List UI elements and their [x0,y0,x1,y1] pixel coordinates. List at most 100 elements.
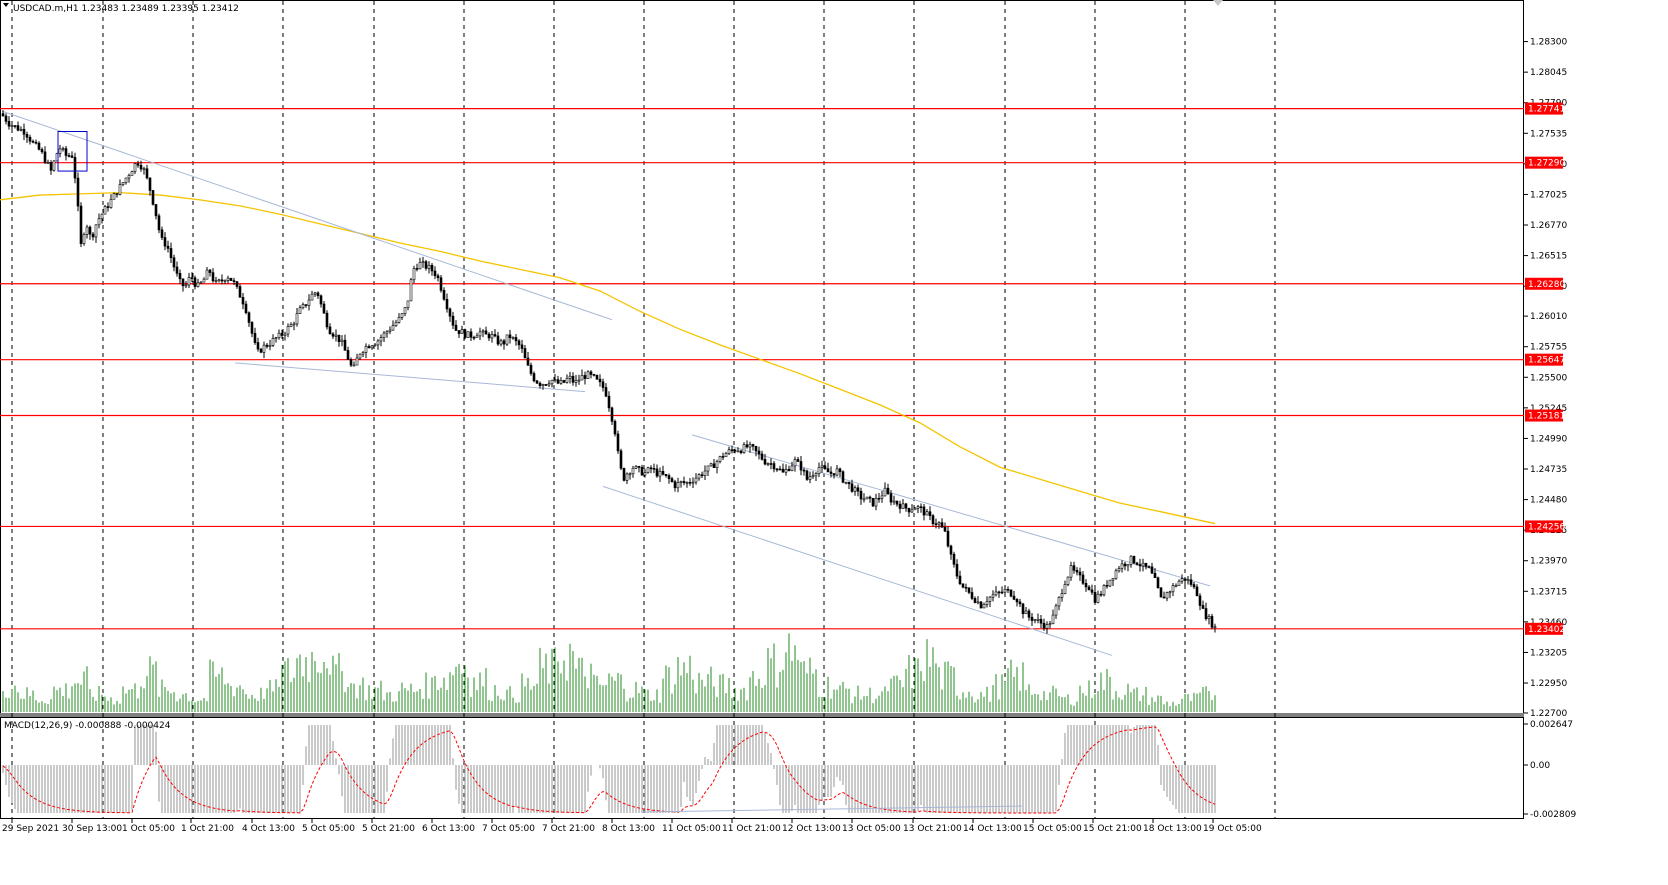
candle-body [775,468,779,471]
dropdown-triangle-icon[interactable] [3,3,9,7]
level-price-box [1525,353,1563,366]
candle-body [634,466,638,469]
candle-body [151,190,155,205]
candle-body [946,530,950,547]
candle-body [694,477,698,483]
candle-body [739,450,743,453]
candle-body [1114,570,1118,579]
candle-body [886,487,890,494]
candle-body [1027,610,1031,618]
candle-body [1126,564,1130,567]
candle-body [925,511,929,516]
candle-body [1063,584,1067,594]
candle-body [862,498,866,501]
candle-body [580,375,584,381]
candle-body [208,269,212,273]
candle-body [139,164,143,170]
candle-body [706,465,710,472]
ma-line [0,191,1216,525]
candle-body [196,282,200,287]
price-label: 1.26010 [1530,312,1567,322]
candle-body [238,286,242,298]
trend-line [691,434,1211,587]
candle-body [184,284,188,287]
candle-body [370,345,374,349]
horizontal-levels [0,107,1524,630]
time-label: 5 Oct 21:00 [362,824,415,834]
candle-body [193,277,197,287]
price-label: 1.27535 [1530,129,1567,139]
candle-body [235,281,239,287]
level-price-box [1525,520,1563,533]
candle-body [175,266,179,274]
candle-body [28,136,32,142]
candle-body [805,470,809,480]
chart-shift-icon[interactable] [1213,0,1223,6]
candle-body [307,299,311,306]
candle-body [1039,619,1043,624]
price-label: 1.25500 [1530,373,1567,383]
candle-body [289,324,293,327]
candle-body [1036,619,1040,621]
candle-body [286,326,290,335]
candle-body [40,149,44,153]
candle-body [466,331,470,338]
candle-body [733,449,737,452]
candle-body [7,121,11,127]
candle-body [601,381,605,388]
candle-body [985,601,989,605]
macd-axis-label: 0.002647 [1530,720,1573,730]
candle-body [490,334,494,339]
time-label: 4 Oct 13:00 [242,824,295,834]
candle-body [982,604,986,609]
candle-body [871,497,875,507]
macd-axis-label: -0.002809 [1530,810,1576,820]
candle-body [760,453,764,460]
price-label: 1.24480 [1530,496,1567,506]
candle-body [1006,588,1010,591]
candle-body [13,125,17,127]
candle-body [922,506,926,516]
candle-body [265,344,269,347]
candle-body [145,168,149,179]
candle-body [79,205,83,244]
candle-body [751,444,755,447]
candle-body [1015,599,1019,603]
candle-body [412,268,416,281]
candle-body [931,515,935,525]
candle-body [349,359,353,366]
candle-body [346,350,350,360]
candle-body [742,444,746,453]
candle-body [1018,601,1022,605]
candle-body [772,463,776,470]
candle-body [643,472,647,476]
candle-body [574,380,578,383]
level-price-label: 1.25647 [1528,356,1565,366]
price-label: 1.26770 [1530,221,1567,231]
candle-body [358,353,362,359]
candle-body [832,473,836,476]
candle-body [1111,578,1115,581]
candle-body [703,470,707,476]
candle-body [568,375,572,379]
level-price-label: 1.27290 [1528,159,1565,169]
price-label: 1.24990 [1530,434,1567,444]
macd-axis: 0.002647 0.00 -0.002809 [1524,720,1576,820]
candle-body [82,234,86,244]
candle-body [544,384,548,386]
candle-body [532,373,536,382]
candle-body [1021,603,1025,615]
level-price-box [1525,622,1563,635]
candle-body [46,162,50,164]
candle-body [85,226,89,235]
candle-body [736,450,740,453]
candle-body [94,224,98,238]
candle-body [856,487,860,492]
candle-body [316,292,320,297]
candle-body [640,467,644,476]
candle-body [868,496,872,499]
time-label: 30 Sep 13:00 [62,824,122,834]
candle-body [481,330,485,333]
candle-body [1204,608,1208,620]
